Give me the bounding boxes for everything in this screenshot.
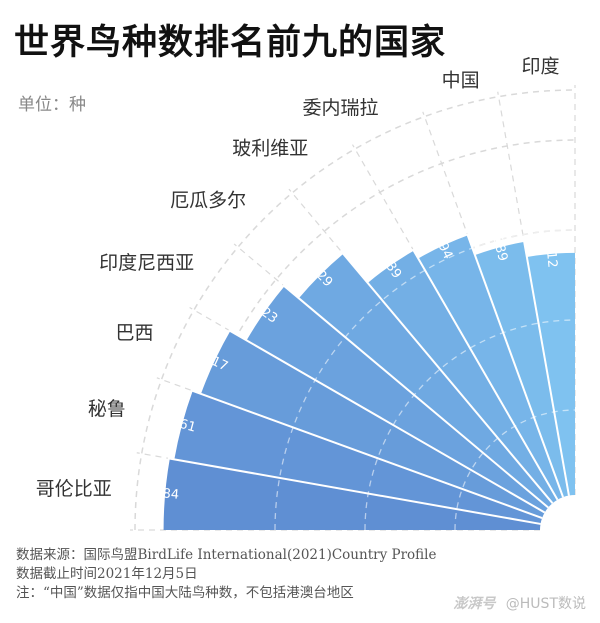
bar-separator-3 xyxy=(228,329,546,514)
bar-separator-6 xyxy=(411,248,559,501)
footnote-note: 注：“中国”数据仅指中国大陆鸟种数，不包括港澳台地区 xyxy=(16,585,354,601)
category-label-5: 玻利维亚 xyxy=(232,138,308,160)
bar-秘鲁 xyxy=(174,390,543,524)
bar-separator-2 xyxy=(190,389,543,519)
footnote-date: 数据截止时间2021年12月5日 xyxy=(16,566,198,582)
bar-印度 xyxy=(526,252,575,496)
chart-dividers xyxy=(167,229,576,531)
chart-bars xyxy=(163,235,575,530)
footnotes: 数据来源：国际鸟盟BirdLife International(2021)Cou… xyxy=(16,546,436,603)
category-label-6: 委内瑞拉 xyxy=(302,97,378,119)
value-label-8: 1212 xyxy=(542,234,560,268)
inner-arc-1 xyxy=(364,319,576,531)
bar-巴西 xyxy=(200,330,545,519)
bar-中国 xyxy=(474,241,569,498)
bar-玻利维亚 xyxy=(367,250,558,504)
bar-印度尼西亚 xyxy=(246,286,549,513)
chart-title: 世界鸟种数排名前九的国家 xyxy=(14,23,447,63)
bar-separator-4 xyxy=(282,284,549,509)
inner-arc-2 xyxy=(274,229,576,531)
category-label-7: 中国 xyxy=(442,69,480,91)
category-label-4: 厄瓜多尔 xyxy=(170,190,246,212)
watermark-account: @HUST数说 xyxy=(505,596,586,612)
bar-厄瓜多尔 xyxy=(298,253,553,508)
category-label-0: 哥伦比亚 xyxy=(36,478,112,500)
bar-separator-1 xyxy=(167,457,541,525)
bar-委内瑞拉 xyxy=(418,235,564,500)
bar-separator-5 xyxy=(341,251,554,504)
value-label-0: 1884 xyxy=(145,485,179,503)
inner-arc-0 xyxy=(454,409,576,531)
category-label-1: 秘鲁 xyxy=(88,398,126,420)
bar-哥伦比亚 xyxy=(163,458,541,530)
grid-arc-4 xyxy=(134,89,576,531)
unit-label: 单位：种 xyxy=(18,95,86,115)
footnote-source: 数据来源：国际鸟盟BirdLife International(2021)Cou… xyxy=(16,547,437,563)
category-label-2: 巴西 xyxy=(116,322,154,344)
category-label-8: 印度 xyxy=(521,55,559,77)
category-label-3: 印度尼西亚 xyxy=(99,252,194,274)
bar-separator-7 xyxy=(466,233,564,498)
watermark-brand: 澎湃号 xyxy=(453,596,496,612)
watermark: 澎湃号 @HUST数说 xyxy=(453,593,586,613)
bar-separator-8 xyxy=(522,239,570,496)
